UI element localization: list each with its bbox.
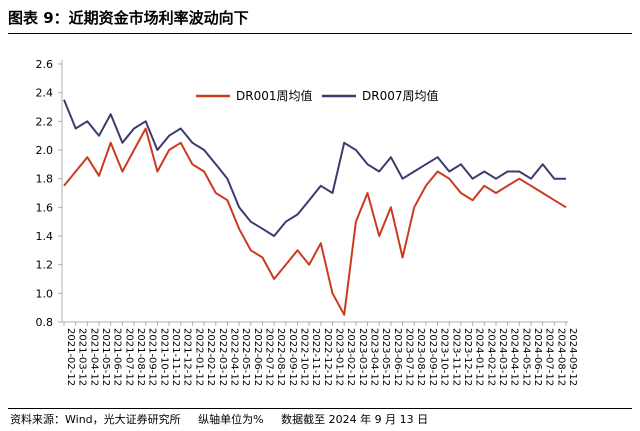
x-tick-label: 2023-08-12 [415,328,426,386]
x-tick-label: 2024-06-12 [532,328,543,386]
dr007-line [63,99,566,237]
x-tick-label: 2023-01-12 [334,328,345,386]
x-tick-label: 2021-11-12 [170,328,181,386]
x-tick-label: 2022-05-12 [240,328,251,386]
x-tick-label: 2022-08-12 [275,328,286,386]
y-tick-label: 2.0 [36,144,54,157]
x-tick-label: 2021-03-12 [77,328,88,386]
x-tick-label: 2022-04-12 [228,328,239,386]
x-tick-label: 2021-09-12 [147,328,158,386]
dr007-legend-label: DR007周均值 [362,88,438,103]
x-tick-label: 2021-07-12 [123,328,134,386]
x-tick-label: 2023-04-12 [369,328,380,386]
y-tick-label: 0.8 [36,316,54,329]
x-tick-label: 2024-09-12 [567,328,578,386]
x-tick-label: 2022-06-12 [252,328,263,386]
y-tick-label: 2.2 [36,115,54,128]
x-tick-label: 2023-10-12 [439,328,450,386]
x-tick-label: 2024-03-12 [497,328,508,386]
dr001-line [63,127,567,316]
x-tick-label: 2024-05-12 [520,328,531,386]
x-tick-label: 2024-08-12 [555,328,566,386]
dr001-legend-label: DR001周均值 [236,88,312,103]
x-tick-label: 2022-11-12 [310,328,321,386]
footer: 资料来源：Wind，光大证券研究所 纵轴单位为% 数据截至 2024 年 9 月… [10,411,442,427]
x-tick-label: 2023-12-12 [462,328,473,386]
x-tick-label: 2023-07-12 [404,328,415,386]
x-tick-label: 2021-08-12 [135,328,146,386]
axes: 0.8 1.0 1.2 1.4 1.6 1.8 2.0 2.2 2.4 2.6 2021-02-12… [36,58,579,386]
x-tick-label: 2022-01-12 [193,328,204,386]
x-tick-label: 2023-11-12 [450,328,461,386]
y-tick-label: 1.2 [36,259,54,272]
x-tick-label: 2021-05-12 [100,328,111,386]
x-tick-label: 2024-01-12 [474,328,485,386]
figure-title-row: 图表 9：近期资金市场利率波动向下 [8,5,249,29]
y-tick-label: 1.8 [36,173,54,186]
y-tick-label: 1.4 [36,230,54,243]
footer-divider [8,408,632,409]
footer-date: 数据截至 2024 年 9 月 13 日 [281,413,429,426]
x-tick-label: 2023-02-12 [345,328,356,386]
title-divider [8,33,632,34]
x-tick-label: 2021-02-12 [65,328,76,386]
y-tick-label: 1.6 [36,201,54,214]
x-tick-label: 2021-10-12 [158,328,169,386]
x-tick-label: 2024-07-12 [544,328,555,386]
x-tick-label: 2023-09-12 [427,328,438,386]
x-tick-label: 2023-03-12 [357,328,368,386]
series-lines [63,99,567,316]
x-tick-label: 2024-02-12 [485,328,496,386]
x-tick-label: 2021-06-12 [112,328,123,386]
x-tick-label: 2023-06-12 [392,328,403,386]
x-tick-label: 2022-09-12 [287,328,298,386]
figure-title: 图表 9：近期资金市场利率波动向下 [8,8,249,27]
y-tick-label: 1.0 [36,287,54,300]
x-tick-label: 2022-07-12 [263,328,274,386]
dr007-legend: DR007周均值 [322,88,438,103]
dr001-legend: DR001周均值 [196,88,312,103]
legend: DR001周均值 DR007周均值 [196,88,438,103]
x-tick-label: 2023-05-12 [380,328,391,386]
footer-unit: 纵轴单位为% [198,413,264,426]
x-tick-label: 2021-04-12 [88,328,99,386]
footer-source: 资料来源：Wind，光大证券研究所 [10,413,181,426]
x-tick-label: 2022-12-12 [322,328,333,386]
y-tick-label: 2.4 [36,87,54,100]
line-chart: 0.8 1.0 1.2 1.4 1.6 1.8 2.0 2.2 2.4 2.6 2021-02-12… [36,58,579,386]
x-tick-label: 2022-02-12 [205,328,216,386]
x-tick-label: 2022-10-12 [298,328,309,386]
y-tick-label: 2.6 [36,58,54,71]
x-tick-label: 2022-03-12 [217,328,228,386]
x-tick-label: 2021-12-12 [182,328,193,386]
x-tick-label: 2024-04-12 [509,328,520,386]
